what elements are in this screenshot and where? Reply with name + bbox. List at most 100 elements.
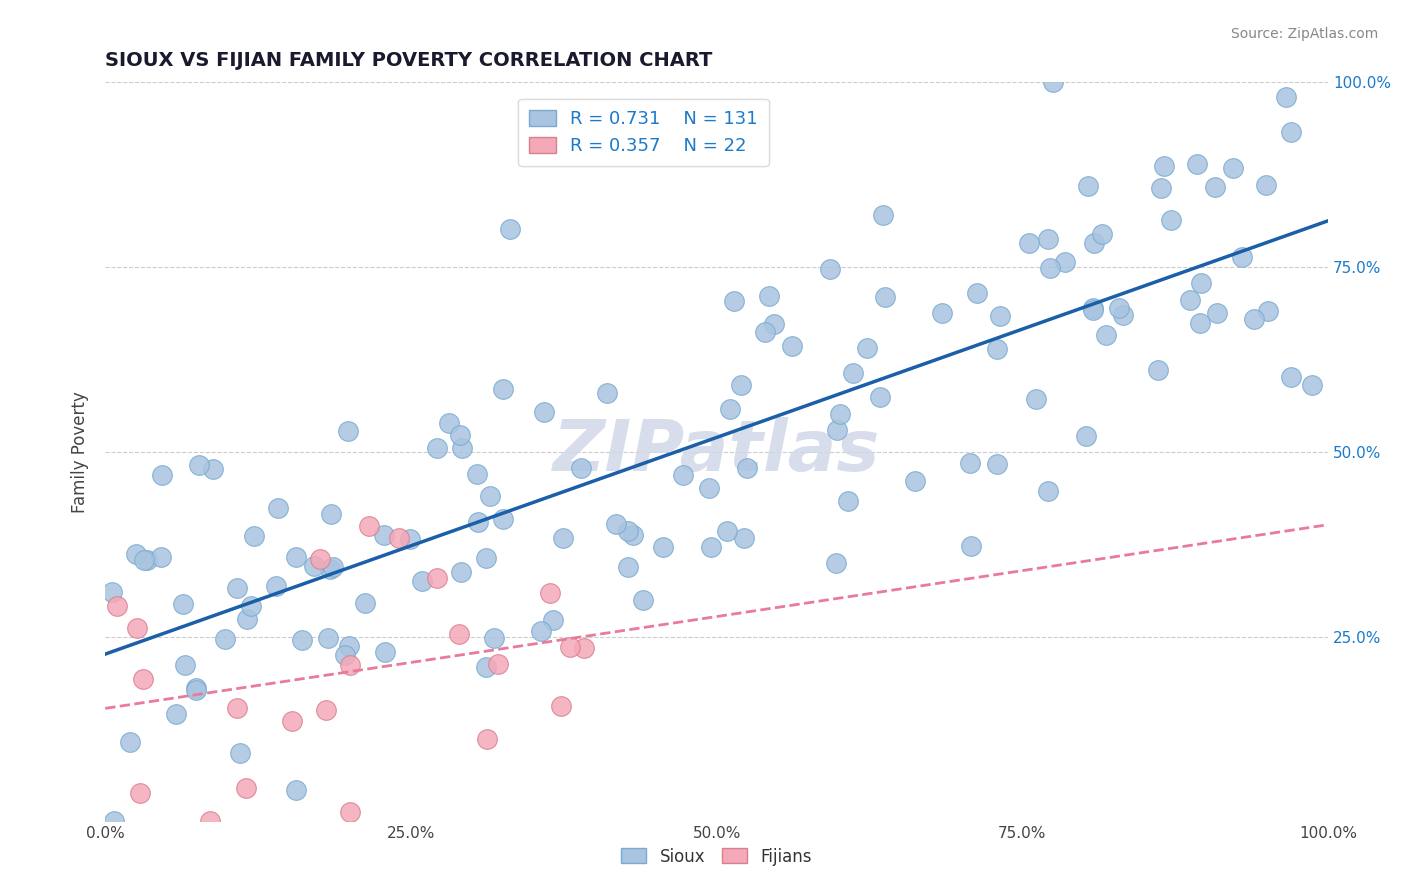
Point [558, 640, 581, 654]
Point [825, 556, 848, 570]
Point [990, 309, 1012, 323]
Point [1094, 327, 1116, 342]
Point [467, 516, 489, 530]
Point [1146, 363, 1168, 377]
Point [339, 640, 361, 654]
Legend: R = 0.731    N = 131, R = 0.357    N = 22: R = 0.731 N = 131, R = 0.357 N = 22 [517, 99, 769, 166]
Point [633, 592, 655, 607]
Point [486, 657, 509, 672]
Point [449, 427, 471, 442]
Point [426, 572, 449, 586]
Point [716, 524, 738, 538]
Point [235, 781, 257, 796]
Point [856, 341, 879, 355]
Point [374, 645, 396, 659]
Point [1257, 304, 1279, 318]
Point [553, 532, 575, 546]
Point [623, 528, 645, 542]
Point [1150, 180, 1173, 194]
Point [733, 531, 755, 545]
Point [1189, 276, 1212, 290]
Point [959, 456, 981, 470]
Point [482, 632, 505, 646]
Point [723, 293, 745, 308]
Point [718, 401, 741, 416]
Point [1279, 370, 1302, 384]
Point [492, 512, 515, 526]
Point [125, 547, 148, 561]
Point [960, 539, 983, 553]
Point [339, 658, 361, 673]
Point [672, 467, 695, 482]
Point [285, 549, 308, 564]
Point [188, 458, 211, 472]
Point [357, 518, 380, 533]
Point [762, 317, 785, 331]
Text: Source: ZipAtlas.com: Source: ZipAtlas.com [1230, 27, 1378, 41]
Point [318, 561, 340, 575]
Point [240, 599, 263, 613]
Point [872, 208, 894, 222]
Y-axis label: Family Poverty: Family Poverty [72, 391, 89, 513]
Point [569, 461, 592, 475]
Point [1042, 75, 1064, 89]
Point [337, 424, 360, 438]
Point [339, 805, 361, 820]
Point [236, 612, 259, 626]
Point [605, 517, 627, 532]
Point [499, 222, 522, 236]
Point [321, 507, 343, 521]
Point [1222, 161, 1244, 175]
Point [1301, 377, 1323, 392]
Point [226, 581, 249, 595]
Point [1083, 301, 1105, 315]
Point [827, 423, 849, 437]
Point [426, 441, 449, 455]
Point [198, 814, 221, 829]
Point [541, 613, 564, 627]
Point [127, 621, 149, 635]
Point [986, 342, 1008, 356]
Point [173, 657, 195, 672]
Point [1036, 232, 1059, 246]
Point [697, 481, 720, 495]
Point [465, 467, 488, 481]
Point [105, 599, 128, 613]
Point [1025, 392, 1047, 407]
Point [904, 474, 927, 488]
Point [451, 442, 474, 456]
Point [596, 385, 619, 400]
Point [700, 540, 723, 554]
Point [150, 468, 173, 483]
Point [1230, 250, 1253, 264]
Point [966, 285, 988, 300]
Point [873, 290, 896, 304]
Point [830, 407, 852, 421]
Point [149, 549, 172, 564]
Point [754, 326, 776, 340]
Point [735, 460, 758, 475]
Point [1081, 303, 1104, 318]
Point [120, 735, 142, 749]
Point [1204, 180, 1226, 194]
Point [214, 632, 236, 647]
Point [1077, 179, 1099, 194]
Point [1112, 308, 1135, 322]
Point [550, 698, 572, 713]
Point [1180, 293, 1202, 308]
Point [1254, 178, 1277, 193]
Point [388, 531, 411, 545]
Point [869, 391, 891, 405]
Point [492, 382, 515, 396]
Point [758, 289, 780, 303]
Point [202, 462, 225, 476]
Point [373, 528, 395, 542]
Point [1091, 227, 1114, 241]
Point [1153, 159, 1175, 173]
Point [478, 489, 501, 503]
Point [538, 586, 561, 600]
Point [186, 681, 208, 695]
Point [1054, 255, 1077, 269]
Point [533, 405, 555, 419]
Point [302, 558, 325, 573]
